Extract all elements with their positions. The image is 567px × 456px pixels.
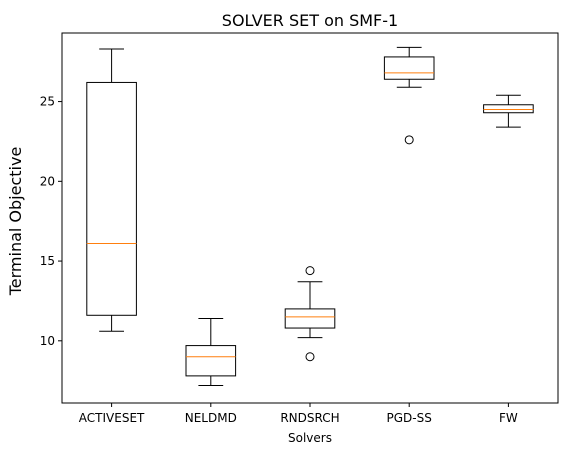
y-tick-label: 15 xyxy=(40,254,55,268)
outlier-point xyxy=(404,135,414,145)
box-iqr xyxy=(383,56,435,80)
x-tick-label: ACTIVESET xyxy=(79,411,145,425)
chart-title: SOLVER SET on SMF-1 xyxy=(222,11,398,30)
y-axis-label: Terminal Objective xyxy=(6,147,25,297)
box-iqr xyxy=(185,345,237,377)
y-tick-label: 10 xyxy=(40,334,55,348)
box-iqr xyxy=(483,104,534,114)
x-axis-label: Solvers xyxy=(288,431,332,445)
outlier-point xyxy=(305,352,315,362)
box-iqr xyxy=(86,81,137,316)
x-tick-label: RNDSRCH xyxy=(280,411,339,425)
box-iqr xyxy=(284,308,336,329)
x-tick-label: NELDMD xyxy=(185,411,237,425)
outlier-point xyxy=(305,266,315,276)
y-tick-label: 20 xyxy=(40,174,55,188)
y-tick-label: 25 xyxy=(40,95,55,109)
x-tick-label: FW xyxy=(499,411,518,425)
x-tick-label: PGD-SS xyxy=(387,411,432,425)
plot-area-frame xyxy=(61,32,559,404)
